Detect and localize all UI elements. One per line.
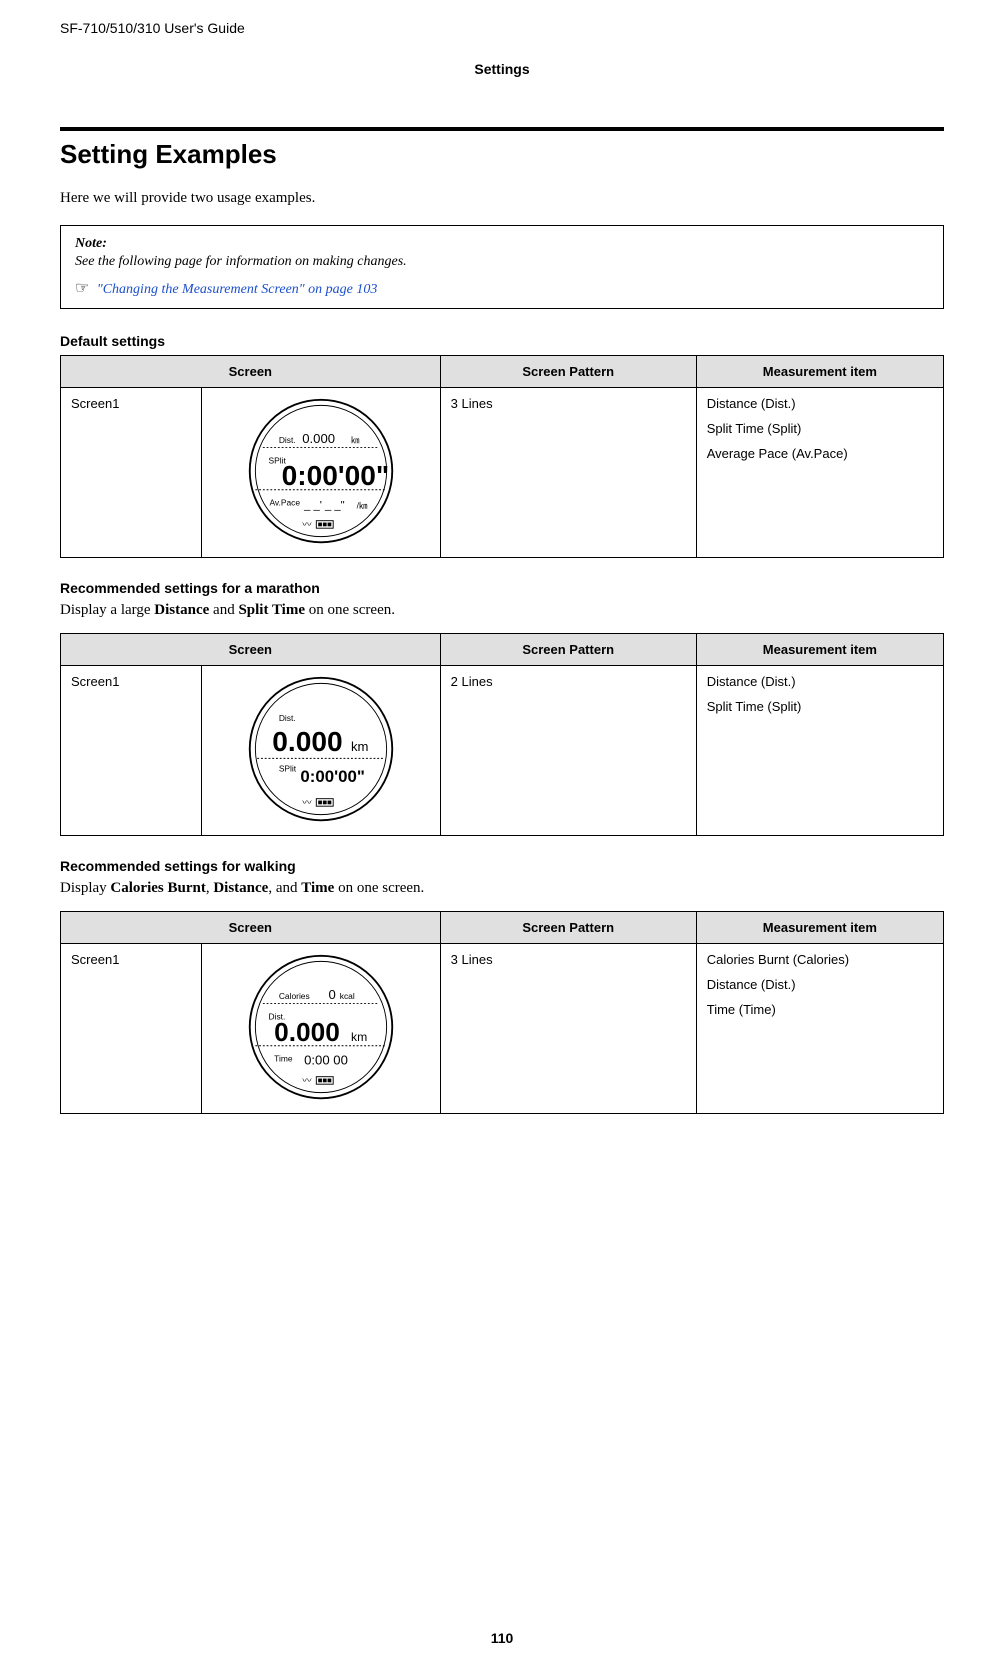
measurement-item: Distance (Dist.)	[707, 977, 933, 992]
col-measurement-header: Measurement item	[696, 634, 943, 666]
note-label: Note:	[75, 236, 929, 252]
screen-label-cell: Screen1	[61, 666, 202, 836]
note-link[interactable]: "Changing the Measurement Screen" on pag…	[97, 282, 378, 297]
intro-text: Here we will provide two usage examples.	[60, 190, 944, 207]
svg-text:〰: 〰	[302, 519, 312, 529]
note-link-row: ☞ "Changing the Measurement Screen" on p…	[75, 278, 929, 298]
watch-image-cell: Calories 0 kcal Dist. 0.000 km Time 0:00…	[202, 944, 440, 1114]
default-settings-heading: Default settings	[60, 333, 944, 349]
default-settings-table: Screen Screen Pattern Measurement item S…	[60, 355, 944, 558]
table-row: Screen1 Dist. 0.000 km SPlit 0:00'00" 〰	[61, 666, 944, 836]
svg-text:/㎞: /㎞	[357, 501, 368, 511]
svg-text:km: km	[351, 1030, 367, 1044]
pointer-icon: ☞	[75, 278, 89, 298]
table-header-row: Screen Screen Pattern Measurement item	[61, 634, 944, 666]
measurement-item: Calories Burnt (Calories)	[707, 952, 933, 967]
col-measurement-header: Measurement item	[696, 912, 943, 944]
svg-text:0.000: 0.000	[274, 1017, 340, 1047]
svg-text:Av.Pace: Av.Pace	[269, 498, 300, 508]
measurement-item: Distance (Dist.)	[707, 674, 933, 689]
note-box: Note: See the following page for informa…	[60, 225, 944, 309]
svg-text:㎞: ㎞	[351, 435, 360, 445]
section-label: Settings	[60, 61, 944, 77]
measurement-cell: Distance (Dist.) Split Time (Split) Aver…	[696, 388, 943, 558]
desc-text: and	[209, 602, 238, 618]
measurement-item: Average Pace (Av.Pace)	[707, 446, 933, 461]
desc-bold: Split Time	[238, 602, 305, 618]
col-pattern-header: Screen Pattern	[440, 912, 696, 944]
desc-bold: Calories Burnt	[110, 880, 205, 896]
watch-image-cell: Dist. 0.000 km SPlit 0:00'00" 〰	[202, 666, 440, 836]
svg-text:Dist.: Dist.	[279, 713, 296, 723]
watch-image-cell: Dist. 0.000 ㎞ SPlit 0:00'00" Av.Pace _ _…	[202, 388, 440, 558]
svg-text:km: km	[351, 739, 369, 754]
section-divider	[60, 127, 944, 131]
svg-text:_ _' _ _": _ _' _ _"	[303, 500, 345, 512]
svg-text:0: 0	[328, 987, 335, 1002]
table-header-row: Screen Screen Pattern Measurement item	[61, 912, 944, 944]
table-header-row: Screen Screen Pattern Measurement item	[61, 356, 944, 388]
desc-bold: Distance	[154, 602, 209, 618]
svg-text:0.000: 0.000	[272, 726, 342, 757]
marathon-settings-table: Screen Screen Pattern Measurement item S…	[60, 633, 944, 836]
col-screen-header: Screen	[61, 912, 441, 944]
svg-text:〰: 〰	[302, 797, 312, 807]
desc-text: on one screen.	[334, 880, 424, 896]
marathon-desc: Display a large Distance and Split Time …	[60, 602, 944, 619]
desc-bold: Distance	[213, 880, 268, 896]
pattern-cell: 2 Lines	[440, 666, 696, 836]
measurement-item: Distance (Dist.)	[707, 396, 933, 411]
measurement-item: Split Time (Split)	[707, 699, 933, 714]
col-screen-header: Screen	[61, 356, 441, 388]
col-pattern-header: Screen Pattern	[440, 356, 696, 388]
svg-text:Calories: Calories	[279, 991, 310, 1001]
desc-text: , and	[268, 880, 301, 896]
note-text: See the following page for information o…	[75, 254, 929, 270]
measurement-item: Split Time (Split)	[707, 421, 933, 436]
desc-text: on one screen.	[305, 602, 395, 618]
walking-settings-table: Screen Screen Pattern Measurement item S…	[60, 911, 944, 1114]
pattern-cell: 3 Lines	[440, 388, 696, 558]
watch-face-icon: Dist. 0.000 ㎞ SPlit 0:00'00" Av.Pace _ _…	[246, 396, 396, 546]
svg-text:0:00'00": 0:00'00"	[300, 767, 365, 786]
col-screen-header: Screen	[61, 634, 441, 666]
svg-text:0:00 00: 0:00 00	[304, 1053, 348, 1068]
screen-label-cell: Screen1	[61, 944, 202, 1114]
table-row: Screen1 Dist. 0.000 ㎞ SPlit 0:00'00" Av.…	[61, 388, 944, 558]
walking-heading: Recommended settings for walking	[60, 858, 944, 874]
pattern-cell: 3 Lines	[440, 944, 696, 1114]
svg-text:Dist.: Dist.	[279, 435, 296, 445]
watch-face-icon: Dist. 0.000 km SPlit 0:00'00" 〰	[246, 674, 396, 824]
measurement-item: Time (Time)	[707, 1002, 933, 1017]
svg-text:kcal: kcal	[340, 991, 355, 1001]
marathon-heading: Recommended settings for a marathon	[60, 580, 944, 596]
walking-desc: Display Calories Burnt, Distance, and Ti…	[60, 880, 944, 897]
svg-text:SPlit: SPlit	[279, 764, 297, 774]
main-heading: Setting Examples	[60, 139, 944, 170]
measurement-cell: Calories Burnt (Calories) Distance (Dist…	[696, 944, 943, 1114]
svg-text:Time: Time	[274, 1054, 293, 1064]
svg-text:〰: 〰	[302, 1075, 312, 1085]
desc-text: Display a large	[60, 602, 154, 618]
desc-bold: Time	[301, 880, 334, 896]
doc-title: SF-710/510/310 User's Guide	[60, 20, 944, 36]
col-pattern-header: Screen Pattern	[440, 634, 696, 666]
col-measurement-header: Measurement item	[696, 356, 943, 388]
table-row: Screen1 Calories 0 kcal Dist. 0.000 km T…	[61, 944, 944, 1114]
desc-text: Display	[60, 880, 110, 896]
measurement-cell: Distance (Dist.) Split Time (Split)	[696, 666, 943, 836]
svg-text:0.000: 0.000	[302, 431, 335, 446]
watch-face-icon: Calories 0 kcal Dist. 0.000 km Time 0:00…	[246, 952, 396, 1102]
svg-text:0:00'00": 0:00'00"	[282, 460, 390, 491]
page-number: 110	[0, 1630, 1004, 1646]
screen-label-cell: Screen1	[61, 388, 202, 558]
